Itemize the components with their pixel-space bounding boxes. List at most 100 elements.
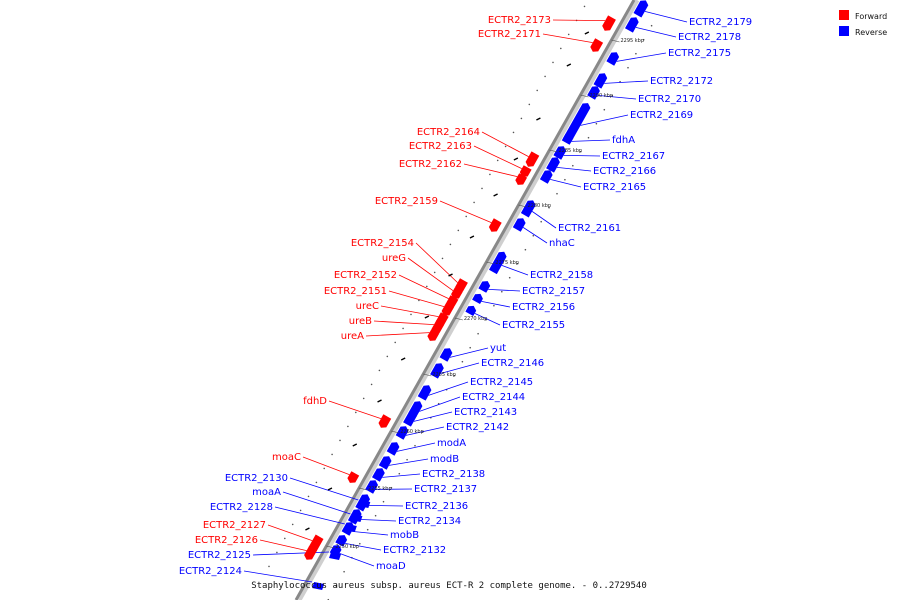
guide-dot [587, 136, 590, 139]
feature-tick [424, 315, 430, 319]
leader-line [388, 290, 445, 308]
kbp-label: 2270 kbp [464, 316, 488, 322]
reverse-gene [465, 305, 477, 316]
gene-label: fdhD [303, 396, 327, 407]
leader-line [407, 257, 454, 291]
kbp-label: 2280 kbp [528, 203, 552, 209]
feature-tick [566, 63, 572, 67]
guide-dot [390, 486, 393, 489]
legend-label-reverse: Reverse [855, 28, 887, 37]
guide-dot [284, 537, 286, 540]
reverse-gene [350, 514, 363, 522]
gene-label: ureA [341, 331, 364, 342]
gene-label: ECTR2_2132 [383, 545, 446, 556]
guide-dot [335, 584, 338, 587]
gene-label: moaA [252, 487, 281, 498]
guide-dot [595, 122, 598, 125]
gene-label: moaD [376, 561, 406, 572]
gene-label: ECTR2_2162 [399, 159, 462, 170]
kbp-label: 2260 kbp [400, 429, 424, 435]
leader-line [597, 94, 637, 100]
guide-dot [501, 290, 503, 293]
kbp-tick [518, 204, 527, 208]
guide-dot [611, 94, 613, 97]
leader-line [302, 456, 350, 476]
gene-label: ECTR2_2179 [689, 17, 752, 28]
guide-dot [552, 61, 554, 64]
guide-dot [465, 215, 468, 218]
forward-gene [455, 278, 468, 292]
guide-dot [650, 24, 653, 27]
guide-dot [528, 103, 531, 106]
feature-tick [448, 273, 453, 277]
kbp-tick [549, 149, 558, 153]
guide-dot [299, 509, 302, 512]
guide-dot [410, 313, 412, 316]
forward-gene [308, 534, 324, 552]
reverse-gene [478, 281, 491, 293]
guide-dot [453, 374, 456, 377]
reverse-gene [403, 411, 417, 427]
leader-line [366, 504, 404, 507]
gene-label: ECTR2_2127 [203, 520, 266, 531]
gene-label: mobB [390, 530, 419, 541]
guide-dot [461, 360, 464, 363]
legend-label-forward: Forward [855, 12, 887, 21]
genome-backbone [294, 0, 636, 600]
guide-dot [469, 346, 472, 349]
kbp-label: 2295 kbp [620, 38, 644, 44]
guide-dot [504, 145, 507, 148]
guide-dot [493, 304, 495, 307]
kbp-tick [359, 487, 368, 491]
guide-dot [347, 425, 349, 428]
gene-label: moaC [272, 452, 301, 463]
leader-line [243, 570, 313, 583]
leader-line [388, 458, 429, 466]
guide-dot [374, 514, 377, 517]
guide-dot [355, 411, 357, 414]
reverse-gene [439, 348, 453, 362]
guide-dot [386, 355, 389, 358]
gene-label: ECTR2_2171 [478, 29, 541, 40]
guide-dot [496, 159, 499, 162]
reverse-gene [561, 133, 574, 145]
forward-gene [441, 302, 455, 316]
leader-line [563, 154, 601, 157]
guide-dot [398, 472, 401, 475]
guide-dot [627, 66, 629, 69]
leader-line [635, 26, 677, 38]
guide-dot [520, 117, 523, 120]
reverse-gene [553, 146, 567, 160]
gene-label: ECTR2_2164 [417, 127, 480, 138]
leader-line [481, 300, 511, 308]
gene-label: ECTR2_2128 [210, 502, 273, 513]
leader-line [398, 274, 449, 299]
reverse-gene [593, 73, 608, 89]
guide-dot [477, 332, 479, 335]
gene-label: ECTR2_2152 [334, 270, 397, 281]
leader-line [405, 426, 445, 436]
gene-label: ECTR2_2161 [558, 223, 621, 234]
reverse-gene [539, 170, 553, 184]
guide-dot [323, 467, 326, 470]
feature-tick [377, 399, 382, 403]
leader-line [550, 178, 582, 188]
forward-gene [304, 546, 317, 560]
gene-label: ECTR2_2169 [630, 110, 693, 121]
gene-label: yut [490, 343, 506, 354]
guide-dot [473, 201, 475, 204]
leader-line [328, 400, 382, 420]
guide-dot [426, 285, 428, 288]
gene-label: ECTR2_2143 [454, 407, 517, 418]
gene-label: ECTR2_2155 [502, 320, 565, 331]
gene-label: ECTR2_2144 [462, 392, 525, 403]
reverse-gene [335, 535, 348, 547]
leader-line [274, 506, 345, 525]
guide-dot [572, 164, 574, 167]
leader-line [522, 227, 548, 244]
gene-label: ECTR2_2138 [422, 469, 485, 480]
guide-dot [307, 495, 310, 498]
guide-dot [406, 458, 408, 461]
kbp-label: 2255 kbp [368, 486, 392, 492]
leader-line [473, 145, 522, 169]
